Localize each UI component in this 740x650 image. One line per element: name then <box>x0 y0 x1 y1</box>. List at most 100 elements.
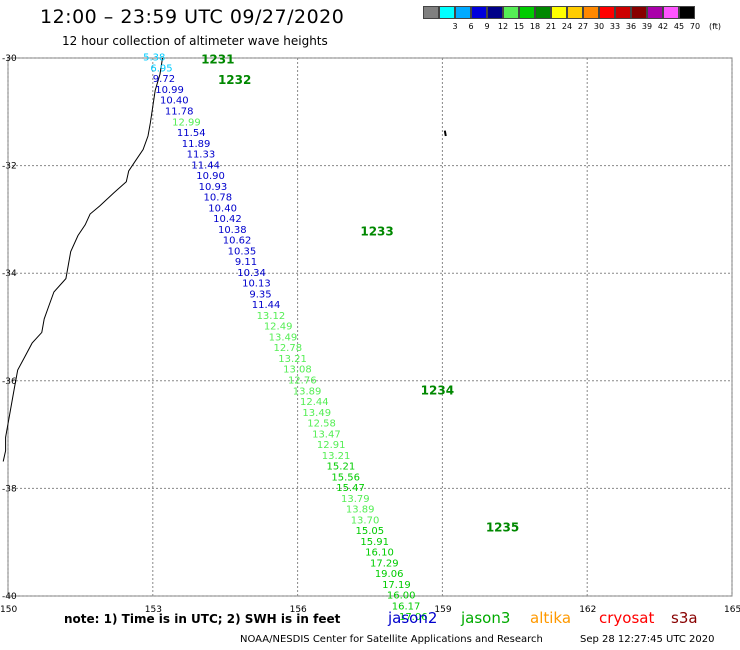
legend-swatch <box>439 6 455 19</box>
legend-swatch <box>631 6 647 19</box>
swh-value: 10.90 <box>196 171 225 182</box>
swh-value: 13.47 <box>312 429 341 440</box>
lon-tick-label: 162 <box>579 605 596 615</box>
legend-swatch <box>503 6 519 19</box>
swh-value: 13.89 <box>346 505 375 516</box>
legend-swatch <box>423 6 439 19</box>
legend-swatch <box>551 6 567 19</box>
legend-swatch <box>679 6 695 19</box>
footer-timestamp: Sep 28 12:27:45 UTC 2020 <box>580 634 715 645</box>
swh-value: 15.21 <box>327 462 356 473</box>
swh-value: 12.58 <box>307 419 336 430</box>
lat-tick-label: -38 <box>2 484 17 494</box>
swh-value: 12.99 <box>172 117 201 128</box>
lat-tick-label: -32 <box>2 162 17 172</box>
swh-value: 11.54 <box>177 128 206 139</box>
swh-value: 12.91 <box>317 440 346 451</box>
swh-value: 17.06 <box>399 612 428 623</box>
legend-swatch <box>615 6 631 19</box>
legend-label: 12 <box>497 22 509 31</box>
legend-unit: (ft) <box>708 22 722 31</box>
legend-label: 9 <box>484 22 490 31</box>
color-legend: (ft) 3 6 9 12 15 18 21 24 27 30 33 36 39 42 45 70 <box>423 6 721 33</box>
island-marker <box>443 130 447 137</box>
legend-label: 6 <box>468 22 474 31</box>
swh-value: 13.49 <box>302 408 331 419</box>
swh-value: 12.78 <box>273 343 302 354</box>
swh-value: 11.78 <box>165 106 194 117</box>
swh-value: 13.12 <box>257 311 286 322</box>
legend-label: 15 <box>513 22 525 31</box>
legend-label: 42 <box>657 22 669 31</box>
swh-value: 15.05 <box>356 526 385 537</box>
swh-value: 10.99 <box>155 85 184 96</box>
legend-swatches <box>423 6 695 19</box>
swh-value: 13.89 <box>293 386 322 397</box>
swh-value: 9.11 <box>235 257 257 268</box>
swh-value: 11.33 <box>187 150 216 161</box>
swh-value: 10.38 <box>218 225 247 236</box>
legend-swatch <box>519 6 535 19</box>
swh-value: 13.70 <box>351 515 380 526</box>
coastline <box>2 57 163 462</box>
pass-number: 1235 <box>486 520 519 534</box>
swh-value: 10.40 <box>160 96 189 107</box>
pass-number: 1234 <box>421 383 454 397</box>
lon-tick-label: 165 <box>724 605 740 615</box>
swh-value: 10.62 <box>223 236 252 247</box>
legend-label: 39 <box>641 22 653 31</box>
legend-swatch <box>535 6 551 19</box>
swh-value: 13.79 <box>341 494 370 505</box>
legend-swatch <box>647 6 663 19</box>
legend-label: 18 <box>529 22 541 31</box>
legend-label: 45 <box>673 22 685 31</box>
legend-label: 3 <box>452 22 458 31</box>
swh-value: 11.44 <box>191 160 220 171</box>
swh-value: 10.13 <box>242 279 271 290</box>
satellite-cryosat: cryosat <box>599 609 655 627</box>
swh-value: 10.78 <box>203 193 232 204</box>
swh-value: 5.38 <box>143 53 165 64</box>
swh-value: 12.44 <box>300 397 329 408</box>
swh-value: 6.95 <box>150 63 172 74</box>
swh-value: 11.89 <box>182 139 211 150</box>
legend-label: 70 <box>689 22 701 31</box>
lon-tick-label: 159 <box>434 605 451 615</box>
swh-value: 16.17 <box>392 601 421 612</box>
swh-value: 16.10 <box>365 548 394 559</box>
legend-swatch <box>663 6 679 19</box>
satellite-jason2: jason2 <box>388 609 438 627</box>
legend-swatch <box>487 6 503 19</box>
swh-value: 9.35 <box>249 289 271 300</box>
swh-value: 15.47 <box>336 483 365 494</box>
legend-label: 21 <box>545 22 557 31</box>
lon-tick-label: 153 <box>145 605 162 615</box>
footer-note: note: 1) Time is in UTC; 2) SWH is in fe… <box>64 612 341 626</box>
legend-labels: (ft) 3 6 9 12 15 18 21 24 27 30 33 36 39 42 45 70 <box>423 19 721 33</box>
swh-value: 10.93 <box>199 182 228 193</box>
swh-value: 15.91 <box>360 537 389 548</box>
lat-tick-label: -34 <box>2 269 17 279</box>
swh-value: 9.72 <box>153 74 175 85</box>
legend-label: 30 <box>593 22 605 31</box>
lon-tick-label: 150 <box>0 605 17 615</box>
swh-value: 17.19 <box>382 580 411 591</box>
legend-label: 24 <box>561 22 573 31</box>
swh-value: 13.21 <box>322 451 351 462</box>
satellite-jason3: jason3 <box>461 609 511 627</box>
chart-title: 12:00 – 23:59 UTC 09/27/2020 <box>40 6 345 28</box>
satellite-s3a: s3a <box>671 609 698 627</box>
swh-value: 10.40 <box>208 203 237 214</box>
swh-value: 10.34 <box>237 268 266 279</box>
swh-value: 17.29 <box>370 558 399 569</box>
swh-value: 13.21 <box>278 354 307 365</box>
swh-value: 10.35 <box>228 246 257 257</box>
legend-swatch <box>599 6 615 19</box>
legend-swatch <box>583 6 599 19</box>
lon-tick-label: 156 <box>290 605 307 615</box>
lat-tick-label: -36 <box>2 377 17 387</box>
lat-tick-label: -40 <box>2 592 17 602</box>
swh-value: 13.08 <box>283 365 312 376</box>
swh-value: 16.00 <box>387 591 416 602</box>
swh-value: 10.42 <box>213 214 242 225</box>
